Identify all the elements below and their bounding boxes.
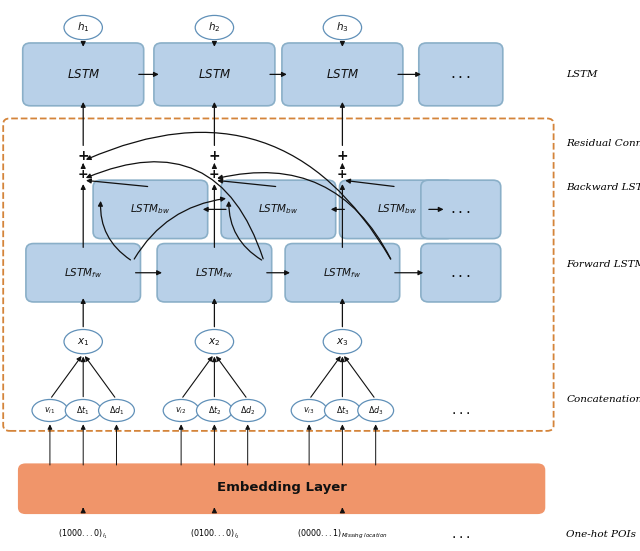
Text: $(1000...0)_{l_1}$: $(1000...0)_{l_1}$ — [58, 528, 108, 541]
Text: $x_3$: $x_3$ — [336, 336, 349, 348]
Text: One-hot POIs: One-hot POIs — [566, 530, 636, 539]
Text: $\Delta d_3$: $\Delta d_3$ — [368, 404, 383, 417]
Text: +: + — [209, 149, 220, 164]
Text: Backward LSTM: Backward LSTM — [566, 183, 640, 192]
Ellipse shape — [163, 399, 199, 422]
FancyBboxPatch shape — [23, 43, 144, 106]
Ellipse shape — [324, 399, 360, 422]
FancyBboxPatch shape — [157, 244, 272, 302]
Ellipse shape — [195, 329, 234, 354]
Ellipse shape — [32, 399, 68, 422]
FancyBboxPatch shape — [18, 463, 545, 514]
FancyBboxPatch shape — [26, 244, 141, 302]
Ellipse shape — [64, 329, 102, 354]
Text: LSTM: LSTM — [566, 70, 598, 79]
Text: $v_{i3}$: $v_{i3}$ — [303, 405, 315, 416]
Text: $LSTM_{bw}$: $LSTM_{bw}$ — [259, 202, 298, 217]
Text: +: + — [77, 149, 89, 164]
Ellipse shape — [323, 15, 362, 40]
FancyBboxPatch shape — [282, 43, 403, 106]
Text: $LSTM$: $LSTM$ — [67, 68, 100, 81]
Ellipse shape — [196, 399, 232, 422]
FancyBboxPatch shape — [154, 43, 275, 106]
Text: $\Delta t_2$: $\Delta t_2$ — [207, 404, 221, 417]
Text: $v_{i1}$: $v_{i1}$ — [44, 405, 56, 416]
Text: $...$: $...$ — [451, 403, 470, 418]
Ellipse shape — [323, 329, 362, 354]
Text: $LSTM$: $LSTM$ — [198, 68, 231, 81]
Ellipse shape — [64, 15, 102, 40]
Text: $...$: $...$ — [451, 202, 471, 217]
Text: $...$: $...$ — [451, 266, 471, 280]
Text: $...$: $...$ — [451, 67, 471, 82]
Text: $h_2$: $h_2$ — [208, 20, 221, 35]
Text: $\Delta t_1$: $\Delta t_1$ — [76, 404, 90, 417]
Text: $LSTM_{fw}$: $LSTM_{fw}$ — [195, 266, 234, 280]
Text: $x_1$: $x_1$ — [77, 336, 90, 348]
Text: $h_3$: $h_3$ — [336, 20, 349, 35]
FancyBboxPatch shape — [221, 180, 335, 239]
Text: $LSTM_{fw}$: $LSTM_{fw}$ — [64, 266, 102, 280]
Ellipse shape — [99, 399, 134, 422]
Text: $v_{i2}$: $v_{i2}$ — [175, 405, 187, 416]
Text: +: + — [337, 168, 348, 181]
Text: +: + — [78, 168, 88, 181]
Ellipse shape — [65, 399, 101, 422]
Text: +: + — [209, 168, 220, 181]
Text: $\Delta d_1$: $\Delta d_1$ — [109, 404, 124, 417]
Text: Forward LSTM: Forward LSTM — [566, 260, 640, 269]
Ellipse shape — [230, 399, 266, 422]
Ellipse shape — [195, 15, 234, 40]
FancyBboxPatch shape — [419, 43, 503, 106]
Text: $...$: $...$ — [451, 527, 470, 542]
FancyBboxPatch shape — [339, 180, 454, 239]
Text: $\Delta d_2$: $\Delta d_2$ — [240, 404, 255, 417]
Text: $\Delta t_3$: $\Delta t_3$ — [335, 404, 349, 417]
FancyBboxPatch shape — [285, 244, 400, 302]
Text: Residual Connection: Residual Connection — [566, 139, 640, 148]
Text: $LSTM_{bw}$: $LSTM_{bw}$ — [377, 202, 417, 217]
Text: $LSTM_{bw}$: $LSTM_{bw}$ — [131, 202, 170, 217]
FancyBboxPatch shape — [421, 180, 500, 239]
Text: $(0100...0)_{l_2}$: $(0100...0)_{l_2}$ — [189, 528, 239, 541]
Text: $h_1$: $h_1$ — [77, 20, 90, 35]
Text: $LSTM_{fw}$: $LSTM_{fw}$ — [323, 266, 362, 280]
Text: $x_2$: $x_2$ — [208, 336, 221, 348]
Text: Embedding Layer: Embedding Layer — [217, 481, 346, 494]
Ellipse shape — [291, 399, 327, 422]
Text: $(0000...1)_{Missing\ location}$: $(0000...1)_{Missing\ location}$ — [297, 528, 388, 541]
Ellipse shape — [358, 399, 394, 422]
Text: $LSTM$: $LSTM$ — [326, 68, 359, 81]
Text: Concatenation: Concatenation — [566, 395, 640, 404]
Text: +: + — [337, 149, 348, 164]
FancyBboxPatch shape — [93, 180, 207, 239]
FancyBboxPatch shape — [421, 244, 500, 302]
